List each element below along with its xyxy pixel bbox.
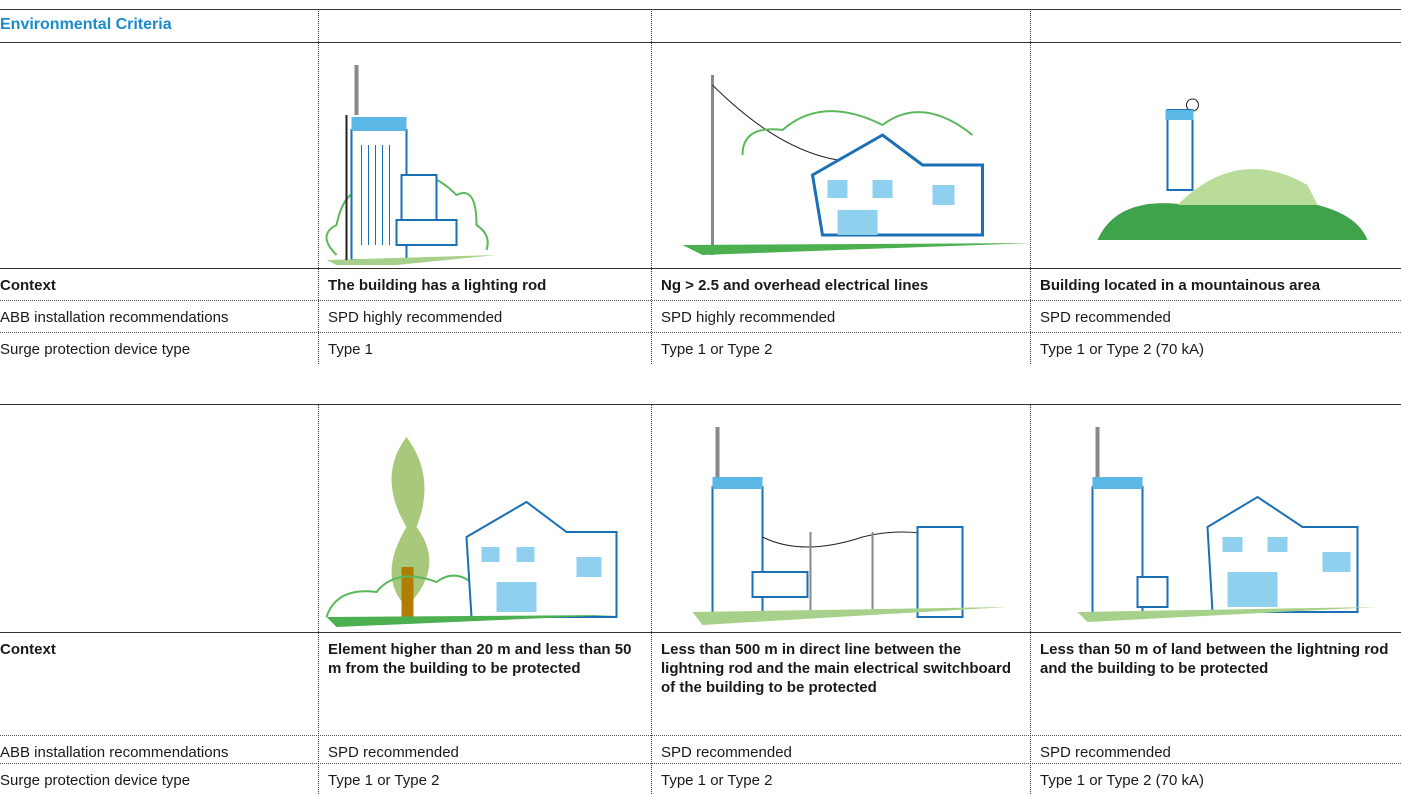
device-type-cell: Type 1 or Type 2 (70 kA) <box>1040 771 1395 790</box>
column-rule <box>1030 404 1031 794</box>
illustration <box>653 45 1028 265</box>
row-label: Context <box>0 640 310 659</box>
column-rule <box>1030 9 1031 364</box>
recommendation-cell: SPD highly recommended <box>328 308 645 327</box>
device-type-cell: Type 1 <box>328 340 645 359</box>
context-cell: Ng > 2.5 and overhead electrical lines <box>661 276 1024 295</box>
row-rule <box>0 332 1401 333</box>
recommendation-cell: SPD recommended <box>661 743 1024 762</box>
column-rule <box>318 404 319 794</box>
row-label: ABB installation recommendations <box>0 308 310 327</box>
illustration <box>653 407 1028 629</box>
device-type-cell: Type 1 or Type 2 <box>328 771 645 790</box>
recommendation-cell: SPD highly recommended <box>661 308 1024 327</box>
context-cell: The building has a lighting rod <box>328 276 645 295</box>
table-rule <box>0 42 1401 43</box>
context-cell: Less than 500 m in direct line between t… <box>661 640 1024 697</box>
device-type-cell: Type 1 or Type 2 (70 kA) <box>1040 340 1395 359</box>
context-cell: Building located in a mountainous area <box>1040 276 1395 295</box>
row-label: Surge protection device type <box>0 340 310 359</box>
row-label: ABB installation recommendations <box>0 743 310 762</box>
table-rule <box>0 632 1401 633</box>
illustration <box>320 407 649 629</box>
row-label: Context <box>0 276 310 295</box>
illustration <box>1032 45 1399 265</box>
context-cell: Less than 50 m of land between the light… <box>1040 640 1395 678</box>
row-rule <box>0 735 1401 736</box>
section-title: Environmental Criteria <box>0 16 172 34</box>
column-rule <box>318 9 319 364</box>
page: Environmental Criteria Context ABB instal… <box>0 0 1401 794</box>
device-type-cell: Type 1 or Type 2 <box>661 771 1024 790</box>
column-rule <box>651 404 652 794</box>
row-rule <box>0 763 1401 764</box>
illustration <box>320 45 649 265</box>
table-rule <box>0 404 1401 405</box>
illustration <box>1032 407 1399 629</box>
column-rule <box>651 9 652 364</box>
recommendation-cell: SPD recommended <box>328 743 645 762</box>
row-rule <box>0 300 1401 301</box>
recommendation-cell: SPD recommended <box>1040 743 1395 762</box>
table-rule <box>0 268 1401 269</box>
recommendation-cell: SPD recommended <box>1040 308 1395 327</box>
device-type-cell: Type 1 or Type 2 <box>661 340 1024 359</box>
table-rule <box>0 9 1401 10</box>
context-cell: Element higher than 20 m and less than 5… <box>328 640 645 678</box>
row-label: Surge protection device type <box>0 771 310 790</box>
